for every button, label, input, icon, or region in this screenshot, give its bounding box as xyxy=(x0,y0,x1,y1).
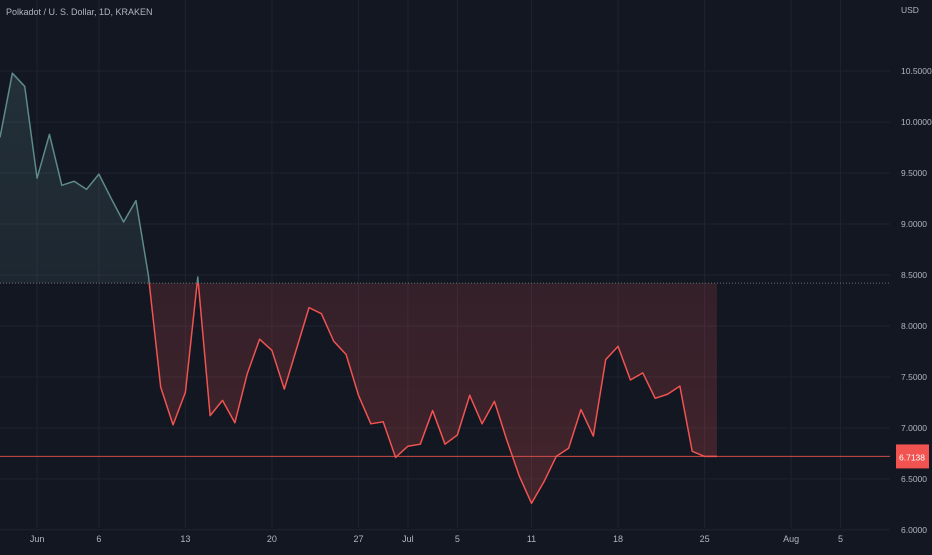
y-tick-label: 7.0000 xyxy=(901,423,927,433)
y-tick-label: 8.0000 xyxy=(901,321,927,331)
x-tick-label: 13 xyxy=(180,534,190,544)
x-tick-label: 11 xyxy=(527,534,536,544)
last-price-tag: 6.7138 xyxy=(896,444,929,468)
y-tick-label: 6.5000 xyxy=(901,474,927,484)
y-tick-label: 10.0000 xyxy=(901,117,932,127)
y-tick-label: 10.5000 xyxy=(901,66,932,76)
x-tick-label: Aug xyxy=(783,534,799,544)
y-tick-label: 6.0000 xyxy=(901,525,927,535)
y-tick-label: 9.5000 xyxy=(901,168,927,178)
x-tick-label: Jun xyxy=(30,534,45,544)
y-tick-label: 9.0000 xyxy=(901,219,927,229)
y-tick-label: 8.5000 xyxy=(901,270,927,280)
x-tick-label: 18 xyxy=(613,534,623,544)
x-tick-label: 6 xyxy=(96,534,101,544)
x-tick-label: 27 xyxy=(353,534,363,544)
x-tick-label: 20 xyxy=(267,534,277,544)
symbol-title[interactable]: Polkadot / U. S. Dollar, 1D, KRAKEN xyxy=(6,7,153,17)
x-tick-label: 5 xyxy=(455,534,460,544)
last-price-label: 6.7138 xyxy=(899,452,925,462)
currency-label: USD xyxy=(901,5,919,15)
y-tick-label: 7.5000 xyxy=(901,372,927,382)
x-tick-label: 5 xyxy=(838,534,843,544)
x-tick-label: 25 xyxy=(700,534,710,544)
time-axis[interactable]: Jun 6 13 20 27 Jul 5 11 18 25 Aug 5 xyxy=(30,534,843,544)
x-tick-label: Jul xyxy=(402,534,414,544)
